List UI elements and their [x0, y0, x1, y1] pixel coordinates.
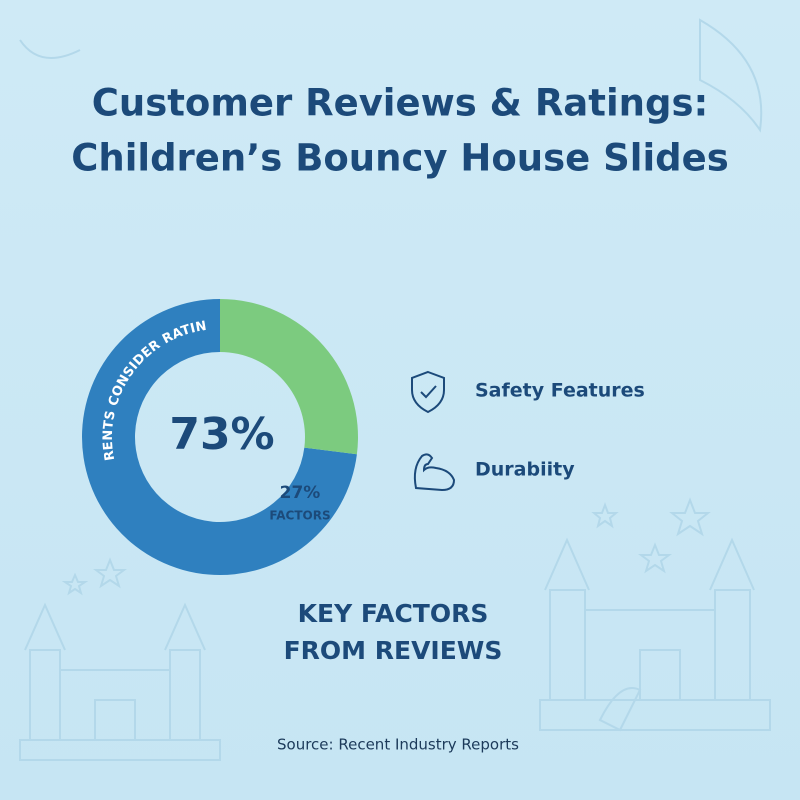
value-label: 73%	[169, 409, 274, 460]
source-note: Source: Recent Industry Reports	[277, 736, 519, 754]
chart-title: Customer Reviews & Ratings:	[92, 82, 709, 125]
section-heading: FROM REVIEWS	[284, 636, 503, 665]
key-factor-list: Safety Features Durabiity	[411, 370, 645, 492]
factor-label: Safety Features	[475, 380, 645, 402]
check-icon	[420, 385, 437, 399]
section-heading: KEY FACTORS	[298, 599, 489, 628]
donut-segment	[220, 299, 358, 455]
shield-icon	[411, 370, 445, 414]
segment-label: FACTORS	[269, 509, 330, 523]
muscle-icon	[413, 453, 456, 492]
decoration	[19, 18, 771, 761]
factor-label: Durabiity	[475, 459, 575, 481]
chart-subtitle: Children’s Bouncy House Slides	[71, 137, 729, 180]
value-label: 27%	[280, 483, 321, 503]
donut-segment	[82, 299, 357, 575]
